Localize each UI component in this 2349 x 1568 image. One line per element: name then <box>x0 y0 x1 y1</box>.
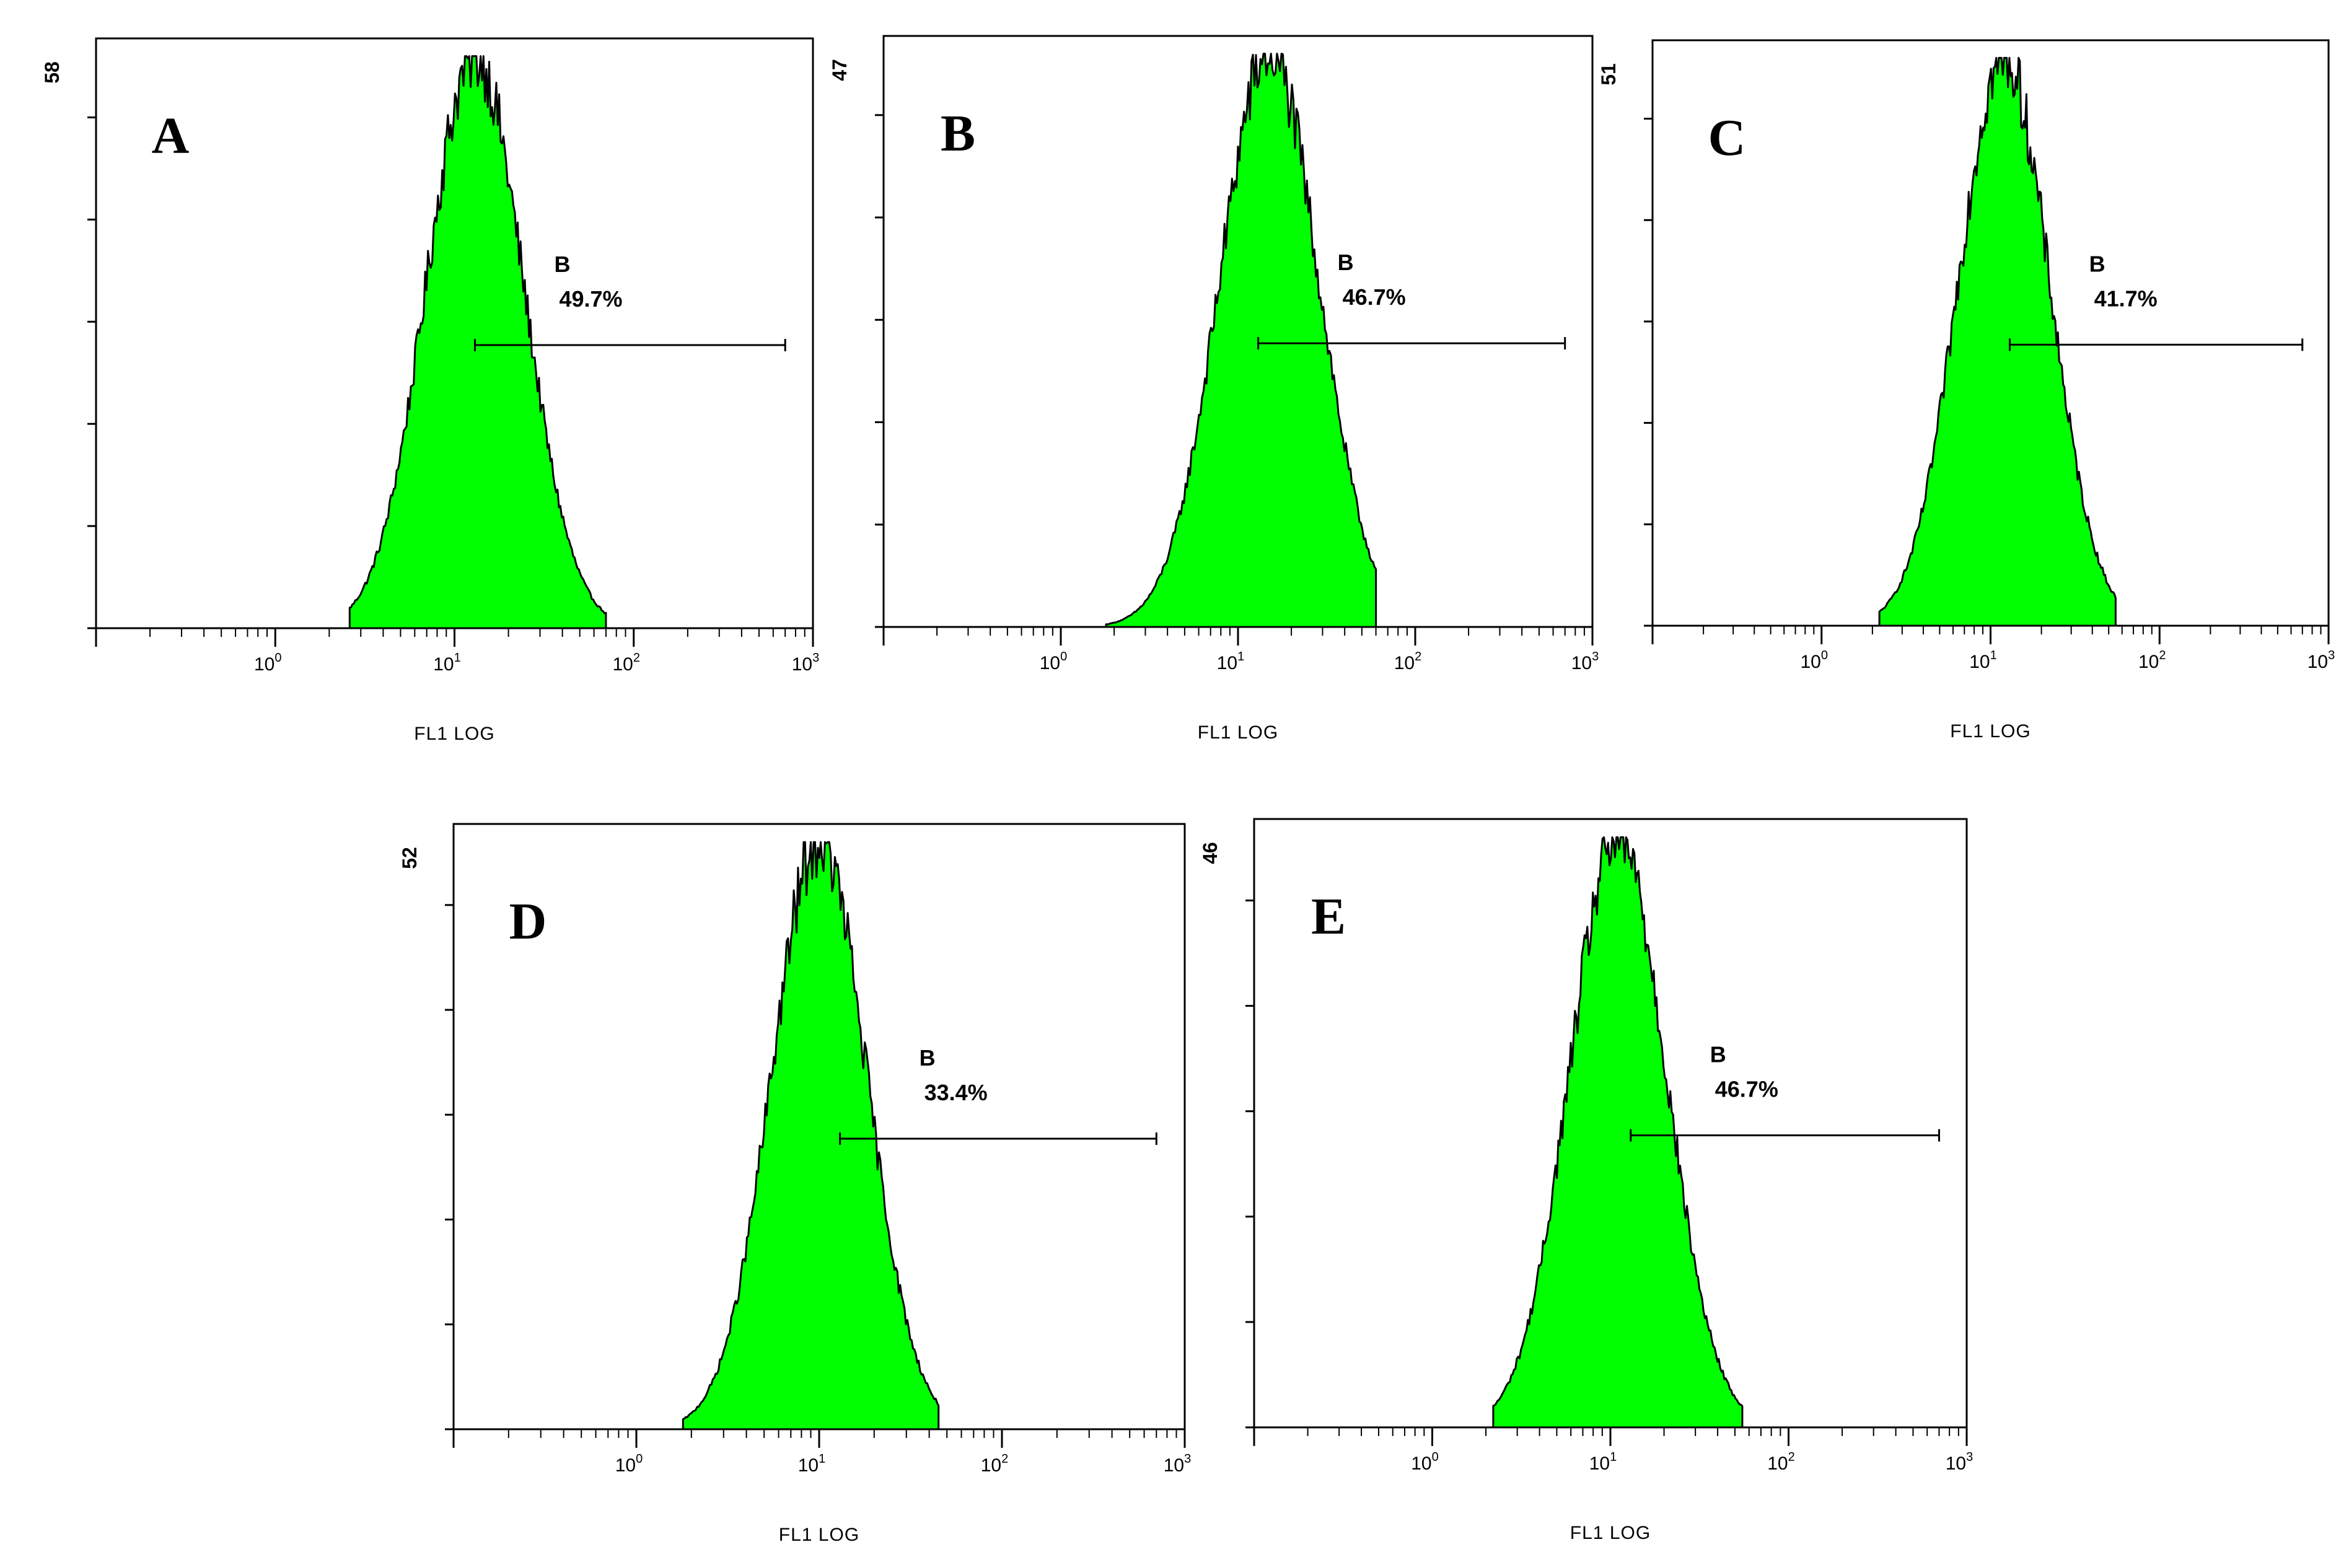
x-tick-label: 100 <box>254 651 282 675</box>
x-tick-label: 101 <box>1969 649 1997 672</box>
x-tick-label: 100 <box>615 1452 643 1476</box>
x-axis-label: FL1 LOG <box>1198 722 1278 743</box>
panel-letter: B <box>941 105 975 162</box>
histogram-panel-b: 47 100 101 102 103 FL1 LOG B B 46.7% <box>828 35 1599 743</box>
x-tick-label: 103 <box>792 651 820 675</box>
histogram-fill <box>1878 56 2117 627</box>
panel-letter: E <box>1311 888 1346 945</box>
x-tick-label: 100 <box>1801 649 1829 672</box>
y-max-label: 51 <box>1597 63 1620 85</box>
x-tick-label: 101 <box>1217 650 1245 673</box>
x-axis-label: FL1 LOG <box>1570 1523 1651 1543</box>
y-max-label: 58 <box>41 61 63 84</box>
marker-name: B <box>2089 251 2105 276</box>
x-tick-label: 102 <box>613 651 641 675</box>
x-tick-label: 103 <box>1164 1452 1192 1476</box>
x-tick-label: 103 <box>1946 1450 1974 1474</box>
marker-percent: 33.4% <box>924 1080 988 1105</box>
histogram-fill <box>1105 53 1377 628</box>
marker-percent: 49.7% <box>559 286 622 312</box>
marker-percent: 41.7% <box>2094 286 2158 311</box>
histogram-fill <box>1492 836 1744 1429</box>
panel-letter: C <box>1708 109 1746 167</box>
marker-percent: 46.7% <box>1343 284 1406 310</box>
x-tick-label: 103 <box>2307 649 2335 672</box>
x-axis-label: FL1 LOG <box>414 724 494 744</box>
x-tick-label: 100 <box>1411 1450 1439 1474</box>
marker-name: B <box>920 1045 936 1071</box>
marker-name: B <box>1710 1042 1726 1067</box>
panel-letter: D <box>509 893 547 950</box>
x-tick-label: 101 <box>1589 1450 1617 1474</box>
y-max-label: 47 <box>828 59 851 81</box>
histogram-panel-e: 46 100 101 102 103 FL1 LOG E B 46.7% <box>1199 818 1974 1543</box>
x-tick-label: 103 <box>1571 650 1599 673</box>
y-max-label: 52 <box>398 847 421 869</box>
x-tick-label: 102 <box>981 1452 1009 1476</box>
x-tick-label: 102 <box>1767 1450 1795 1474</box>
histogram-fill <box>348 55 607 629</box>
x-axis-label: FL1 LOG <box>779 1525 859 1545</box>
x-tick-label: 101 <box>433 651 461 675</box>
x-tick-label: 102 <box>2138 649 2166 672</box>
marker-name: B <box>554 252 570 277</box>
histogram-panel-d: 52 100 101 102 103 FL1 LOG D B 33.4% <box>398 823 1192 1545</box>
histogram-panel-c: 51 100 101 102 103 FL1 LOG C B 41.7% <box>1597 39 2335 742</box>
histogram-fill <box>682 841 940 1430</box>
x-axis-label: FL1 LOG <box>1950 721 2031 742</box>
x-tick-label: 101 <box>798 1452 826 1476</box>
x-tick-label: 102 <box>1394 650 1422 673</box>
histogram-panel-a: 58 100 101 102 103 FL1 LOG A B 49.7% <box>41 37 820 744</box>
y-max-label: 46 <box>1199 842 1221 864</box>
panel-letter: A <box>152 107 190 165</box>
x-tick-label: 100 <box>1040 650 1068 673</box>
marker-name: B <box>1338 250 1354 275</box>
marker-percent: 46.7% <box>1715 1077 1778 1102</box>
